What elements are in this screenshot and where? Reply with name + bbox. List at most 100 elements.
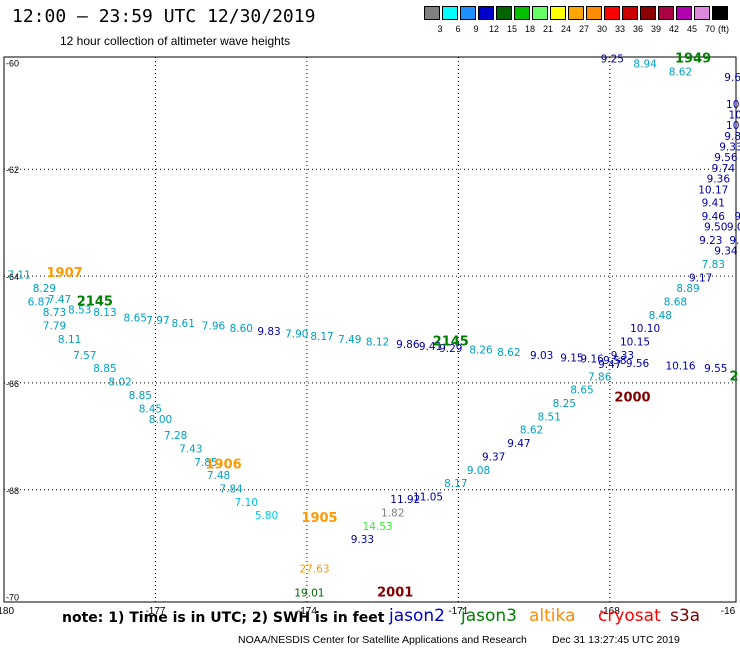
wave-height-point: 11.92	[390, 494, 420, 506]
wave-height-point: 7.90	[285, 329, 308, 341]
x-tick-label: -177	[145, 606, 165, 617]
scale-swatch	[640, 6, 656, 20]
wave-height-point: 7.28	[164, 430, 187, 442]
scale-label: 70	[704, 24, 715, 34]
wave-height-point: 9.56	[714, 152, 738, 164]
wave-height-point: 8.11	[58, 334, 81, 346]
scale-swatch	[550, 6, 566, 20]
wave-height-point: 8.62	[497, 347, 520, 359]
scale-label: 12	[488, 24, 499, 34]
wave-height-point: 8.45	[139, 403, 162, 415]
wave-height-point: 9.37	[482, 451, 505, 463]
wave-height-point: 27.63	[299, 564, 329, 576]
wave-height-point: 10.00	[726, 99, 740, 111]
wave-height-point: 9.86	[396, 339, 420, 351]
wave-height-point: 9.67	[734, 211, 740, 223]
wave-height-point: 7.84	[219, 483, 243, 495]
scale-swatch	[676, 6, 692, 20]
wave-height-point: 9.33	[351, 534, 374, 546]
wave-height-point: 9.83	[257, 326, 280, 338]
scale-label: 6	[455, 24, 461, 34]
scale-label: 30	[596, 24, 607, 34]
wave-height-point: 8.85	[93, 363, 116, 375]
y-tick-label: -60	[6, 58, 19, 68]
scale-swatch	[442, 6, 458, 20]
wave-height-point: 9.23	[699, 235, 722, 247]
wave-height-point: 9.47	[598, 359, 621, 371]
wave-height-point: 9.74	[712, 163, 736, 175]
wave-height-point: 7.57	[73, 350, 96, 362]
wave-height-point: 8.29	[33, 283, 56, 295]
wave-height-point: 1.82	[381, 508, 404, 520]
wave-height-point: 5.80	[255, 510, 278, 522]
wave-height-point: 10.17	[698, 184, 728, 196]
legend-s3a: s3a	[670, 606, 701, 626]
wave-height-point: 19.01	[294, 588, 324, 600]
scale-label: 36	[632, 24, 643, 34]
wave-height-point: 7.49	[338, 334, 361, 346]
scale-label: 39	[650, 24, 661, 34]
wave-height-point: 9.03	[530, 350, 553, 362]
scale-swatch	[658, 6, 674, 20]
pass-time-label: 2145	[77, 294, 113, 309]
chart-title: 12:00 – 23:59 UTC 12/30/2019	[12, 6, 316, 27]
pass-time-label: 1906	[206, 457, 242, 472]
wave-height-point: 10.16	[665, 361, 695, 373]
scale-swatch	[568, 6, 584, 20]
wave-height-point: 8.62	[520, 425, 543, 437]
scale-swatch	[424, 6, 440, 20]
wave-height-point: 8.61	[172, 318, 195, 330]
wave-height-point: 8.94	[633, 59, 657, 71]
wave-height-point: 8.17	[310, 331, 333, 343]
pass-time-label: 1949	[675, 51, 711, 66]
legend-cryosat: cryosat	[598, 606, 661, 626]
pass-time-label: 2000	[614, 391, 650, 406]
wave-height-point: 7.96	[202, 321, 226, 333]
scale-label: 15	[506, 24, 517, 34]
wave-height-point: 8.53	[68, 304, 91, 316]
scale-swatch	[478, 6, 494, 20]
legend-jason2: jason2	[389, 606, 445, 626]
wave-height-point: 9.33	[719, 142, 740, 154]
scale-label: 27	[578, 24, 589, 34]
wave-height-point: 8.25	[553, 398, 576, 410]
x-tick-label: -168	[600, 606, 620, 617]
scale-swatch	[712, 6, 728, 20]
credit-line: NOAA/NESDIS Center for Satellite Applica…	[238, 634, 527, 646]
wave-height-point: 7.85	[194, 457, 217, 469]
x-tick-label: -16	[721, 606, 736, 617]
wave-height-point: 7.43	[179, 443, 202, 455]
wave-height-point: 8.65	[124, 312, 147, 324]
wave-height-point: 8.26	[469, 345, 493, 357]
pass-time-label: 1907	[46, 266, 82, 281]
wave-height-point: 9.41	[419, 341, 442, 353]
scale-swatch	[514, 6, 530, 20]
chart-subtitle: 12 hour collection of altimeter wave hei…	[60, 34, 291, 48]
wave-height-point: 9.83	[724, 131, 740, 143]
y-tick-label: -64	[6, 272, 19, 282]
pass-time-label: 2001	[377, 586, 413, 601]
wave-height-point: 9.95	[729, 235, 740, 247]
wave-height-point: 9.29	[439, 343, 462, 355]
wave-height-point: 8.73	[43, 307, 66, 319]
wave-height-point: 6.87	[28, 296, 51, 308]
wave-height-point: 9.58	[603, 355, 626, 367]
scale-swatch	[586, 6, 602, 20]
x-tick-label: -174	[297, 606, 317, 617]
scale-swatch	[532, 6, 548, 20]
wave-height-point: 9.46	[702, 211, 726, 223]
generation-timestamp: Dec 31 13:27:45 UTC 2019	[552, 634, 680, 646]
wave-height-point: 8.17	[444, 478, 467, 490]
wave-height-point: 7.11	[7, 270, 30, 282]
wave-height-point: 8.65	[570, 385, 593, 397]
wave-height-point: 9.55	[704, 363, 727, 375]
y-tick-label: -62	[6, 165, 19, 175]
units-note: note: 1) Time is in UTC; 2) SWH is in fe…	[62, 610, 385, 626]
wave-height-point: 9.47	[507, 438, 530, 450]
wave-height-point: 9.56	[626, 358, 650, 370]
pass-time-label: 1905	[301, 511, 337, 526]
wave-height-point: 7.79	[43, 321, 66, 333]
pass-time-label: 21	[729, 369, 740, 384]
wave-height-point: 8.62	[669, 67, 692, 79]
wave-height-point: 10.24	[726, 120, 740, 132]
